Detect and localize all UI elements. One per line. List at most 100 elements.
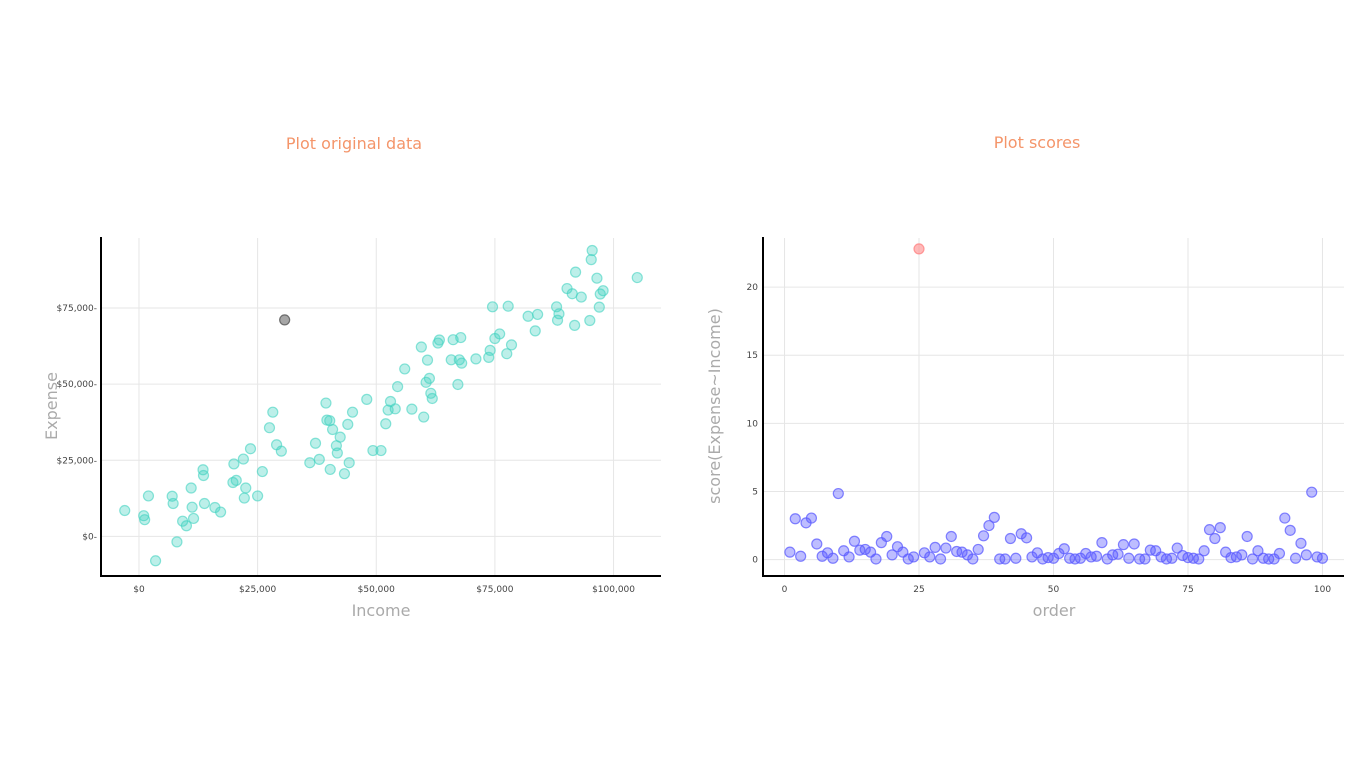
score-point bbox=[870, 553, 882, 565]
data-point bbox=[263, 422, 276, 434]
score-point bbox=[1273, 547, 1286, 560]
data-point bbox=[275, 445, 287, 457]
data-point bbox=[532, 308, 544, 321]
score-point bbox=[967, 553, 979, 565]
x-tick-label: 75 bbox=[1182, 585, 1193, 595]
original-data-plot: Plot original data $0 $25,000 $50,000 $75,0… bbox=[42, 134, 661, 620]
score-point bbox=[1246, 553, 1259, 565]
x-tick-label: $0 bbox=[133, 585, 145, 595]
scores-plot: Plot scores 0 25 50 75 100 0 5 10 15 20 order sco… bbox=[705, 133, 1344, 620]
data-point bbox=[237, 453, 249, 465]
score-point bbox=[789, 513, 801, 525]
data-point bbox=[346, 406, 359, 418]
data-point bbox=[244, 443, 257, 455]
score-point bbox=[1198, 545, 1210, 557]
score-point bbox=[934, 553, 947, 565]
score-point bbox=[886, 549, 898, 561]
score-point bbox=[881, 530, 893, 543]
score-point bbox=[1021, 532, 1033, 544]
data-point bbox=[522, 310, 534, 322]
data-point bbox=[343, 457, 355, 469]
score-point bbox=[1289, 552, 1302, 564]
data-point bbox=[445, 354, 457, 366]
data-point bbox=[228, 458, 240, 470]
score-point bbox=[1166, 552, 1178, 564]
score-point bbox=[811, 538, 823, 550]
data-point bbox=[406, 403, 418, 415]
chart-title: Plot original data bbox=[286, 134, 422, 153]
data-point bbox=[585, 254, 597, 266]
data-point bbox=[569, 266, 582, 278]
x-tick-label: $100,000 bbox=[592, 585, 635, 595]
tick-labels: $0 $25,000 $50,000 $75,000 $100,000 $0- $25,00… bbox=[57, 304, 636, 595]
data-point bbox=[392, 380, 404, 393]
score-point bbox=[1209, 532, 1221, 545]
score-point bbox=[999, 553, 1011, 565]
score-point bbox=[1171, 542, 1183, 554]
data-point bbox=[452, 378, 464, 391]
score-point bbox=[1117, 539, 1130, 551]
data-point bbox=[309, 437, 322, 449]
x-tick-label: 25 bbox=[913, 585, 924, 595]
y-tick-label: $25,000- bbox=[57, 456, 97, 466]
data-point bbox=[142, 490, 155, 502]
score-point bbox=[945, 530, 957, 543]
data-point bbox=[171, 536, 183, 548]
data-point bbox=[421, 354, 434, 366]
data-point bbox=[342, 418, 354, 430]
scores-chart: Plot scores 0 25 50 75 100 0 5 10 15 20 order sco… bbox=[683, 0, 1366, 768]
data-point bbox=[423, 372, 436, 384]
data-point bbox=[304, 457, 316, 469]
data-point bbox=[501, 348, 513, 360]
score-point bbox=[805, 512, 818, 524]
y-tick-label: $75,000- bbox=[57, 304, 97, 314]
score-point bbox=[1214, 522, 1226, 534]
data-point bbox=[313, 453, 325, 465]
data-point bbox=[197, 469, 210, 482]
data-point bbox=[593, 301, 605, 313]
score-point bbox=[956, 546, 968, 558]
data-point bbox=[338, 468, 351, 480]
data-point bbox=[187, 512, 200, 525]
score-point bbox=[1295, 537, 1307, 549]
score-point bbox=[1080, 547, 1092, 560]
score-point bbox=[795, 550, 807, 562]
data-point bbox=[418, 411, 430, 423]
score-point bbox=[1203, 524, 1216, 536]
y-axis-label: score(Expense~Income) bbox=[705, 308, 724, 504]
data-point bbox=[456, 357, 468, 369]
data-points bbox=[119, 244, 643, 567]
data-point bbox=[186, 501, 198, 513]
data-point bbox=[553, 308, 565, 320]
score-point bbox=[1193, 553, 1205, 565]
score-point bbox=[1300, 549, 1312, 561]
score-point bbox=[1004, 532, 1017, 545]
score-point bbox=[908, 551, 920, 563]
score-point bbox=[1128, 538, 1140, 550]
score-point bbox=[977, 530, 990, 542]
data-point bbox=[320, 397, 332, 409]
score-point bbox=[816, 550, 828, 562]
y-tick-label: 15 bbox=[747, 351, 758, 361]
score-point bbox=[1279, 512, 1291, 524]
score-point bbox=[972, 543, 984, 556]
data-point bbox=[597, 285, 609, 297]
data-point bbox=[139, 514, 151, 526]
x-tick-label: $25,000 bbox=[239, 585, 276, 595]
tick-labels: 0 25 50 75 100 0 5 10 15 20 bbox=[747, 283, 1332, 595]
data-point bbox=[631, 271, 643, 284]
score-point bbox=[1090, 550, 1103, 562]
data-point bbox=[361, 393, 373, 405]
y-tick-label: 5 bbox=[752, 488, 758, 498]
y-tick-label: $50,000- bbox=[57, 380, 97, 390]
score-point bbox=[929, 541, 941, 553]
data-point bbox=[455, 331, 467, 344]
data-point bbox=[326, 423, 339, 436]
data-point bbox=[433, 334, 445, 346]
grid bbox=[101, 238, 661, 576]
data-point bbox=[389, 403, 401, 415]
x-tick-label: 100 bbox=[1314, 585, 1331, 595]
y-axis-label: Expense bbox=[42, 372, 61, 440]
score-point bbox=[983, 519, 995, 532]
score-point bbox=[1112, 548, 1124, 560]
